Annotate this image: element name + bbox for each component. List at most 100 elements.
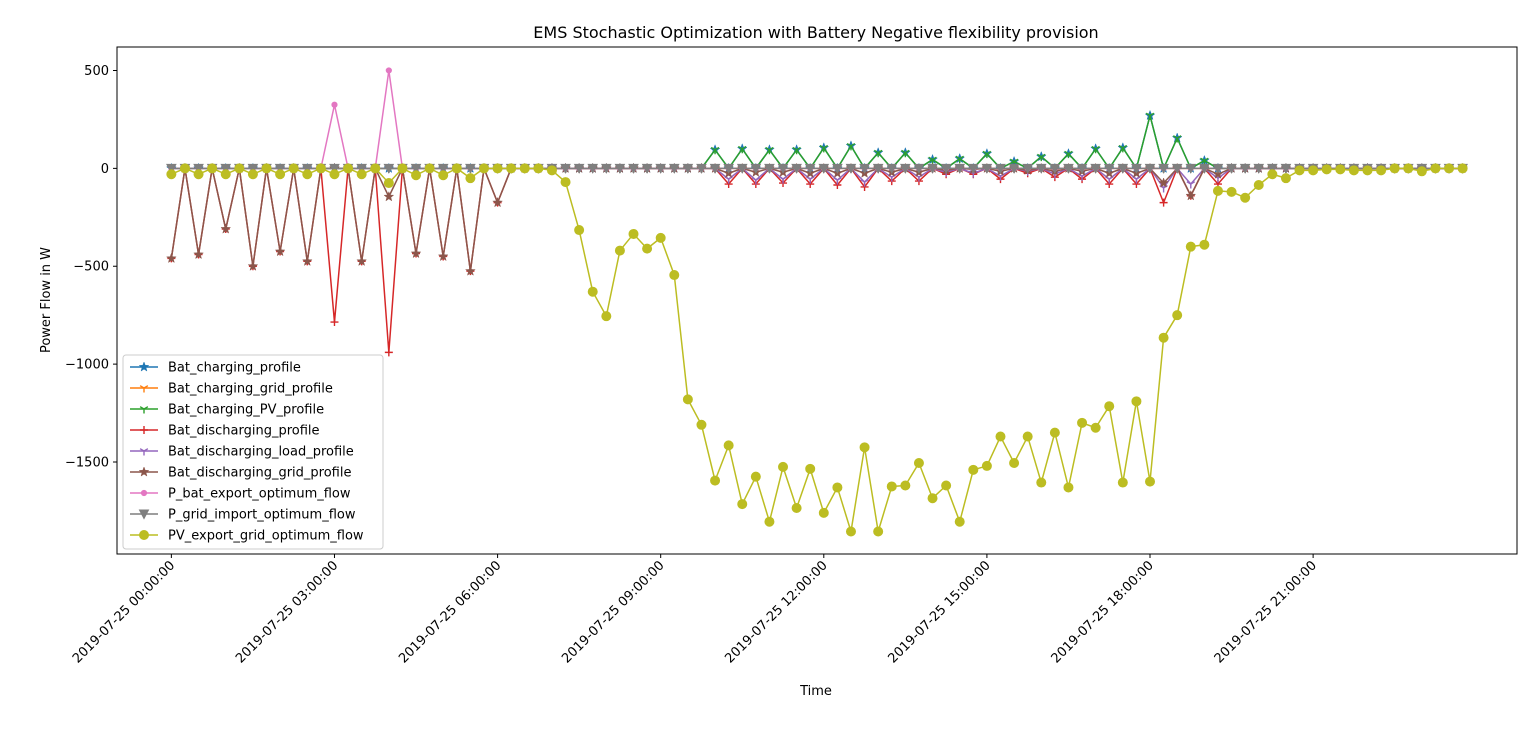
data-point [669, 270, 680, 281]
data-point [1444, 163, 1455, 174]
data-point [465, 173, 476, 184]
data-point [1118, 144, 1128, 153]
data-point [750, 163, 762, 174]
data-point [641, 163, 653, 174]
data-point [165, 252, 177, 264]
data-point [1090, 422, 1101, 433]
data-point [533, 163, 544, 174]
data-point [819, 144, 829, 153]
data-point [234, 163, 245, 174]
data-point [1090, 163, 1101, 174]
data-point [668, 163, 680, 174]
legend-entry: Bat_discharging_grid_profile [130, 466, 351, 481]
data-point [792, 146, 801, 155]
data-point [1280, 173, 1291, 184]
data-point [179, 163, 190, 174]
legend-entry: Bat_charging_profile [130, 361, 301, 376]
data-point [356, 163, 367, 174]
data-point [981, 460, 992, 471]
x-tick-label: 2019-07-25 09:00:00 [559, 558, 667, 666]
data-point [1037, 153, 1046, 162]
chart-title: EMS Stochastic Optimization with Battery… [533, 23, 1098, 42]
data-point [655, 232, 666, 243]
data-point [1158, 332, 1169, 343]
data-point [437, 163, 449, 174]
data-point [709, 163, 721, 174]
data-point [628, 228, 639, 239]
data-point [437, 250, 449, 262]
data-point [1185, 241, 1196, 252]
data-point [1036, 477, 1047, 488]
data-point [967, 163, 979, 174]
legend-label: Bat_discharging_load_profile [168, 445, 354, 460]
legend-label: Bat_charging_PV_profile [168, 403, 324, 418]
data-point [1226, 186, 1237, 197]
data-point [587, 163, 599, 174]
data-point [519, 163, 530, 174]
data-point [860, 179, 869, 187]
data-point [1103, 163, 1115, 174]
data-point [737, 145, 747, 154]
data-point [1199, 163, 1210, 174]
data-point [1430, 163, 1441, 174]
x-tick-label: 2019-07-25 12:00:00 [722, 558, 830, 666]
y-tick-label: 500 [84, 64, 109, 79]
data-point [506, 163, 517, 174]
data-point [1022, 163, 1034, 174]
legend-label: Bat_discharging_profile [168, 424, 320, 439]
data-point [1253, 180, 1264, 191]
data-point [1049, 163, 1061, 174]
data-point [370, 163, 381, 174]
data-point [600, 163, 612, 174]
data-point [765, 146, 774, 155]
data-point [805, 463, 816, 474]
data-point [737, 499, 748, 510]
data-point [954, 516, 965, 527]
data-point [1159, 198, 1168, 207]
data-point [914, 174, 924, 182]
data-point [560, 177, 571, 188]
data-point [220, 223, 232, 234]
data-point [778, 176, 788, 184]
legend-entry: Bat_charging_PV_profile [130, 403, 324, 418]
data-point [1049, 427, 1060, 438]
data-point [1077, 173, 1087, 181]
data-point [968, 464, 979, 475]
data-point [1212, 163, 1224, 174]
data-point [1185, 163, 1197, 174]
data-point [1212, 185, 1223, 196]
series-line [170, 167, 1463, 272]
data-point [1077, 417, 1088, 428]
data-point [995, 431, 1006, 442]
data-point [601, 311, 612, 322]
x-tick-label: 2019-07-25 03:00:00 [233, 558, 341, 666]
data-point [710, 475, 721, 486]
data-point [614, 245, 625, 256]
data-point [410, 247, 422, 259]
data-point [927, 493, 938, 504]
data-point [901, 149, 910, 158]
data-point [1064, 150, 1073, 159]
legend-marker [140, 489, 148, 497]
legend-marker [138, 509, 150, 520]
data-point [804, 163, 816, 174]
data-point [696, 163, 707, 174]
data-point [1185, 190, 1197, 201]
x-tick-label: 2019-07-25 21:00:00 [1212, 558, 1320, 666]
data-point [995, 163, 1006, 174]
legend-entry: Bat_discharging_profile [130, 424, 320, 439]
data-point [166, 169, 177, 180]
data-point [859, 163, 870, 174]
legend-label: P_bat_export_optimum_flow [168, 487, 351, 502]
x-tick-label: 2019-07-25 06:00:00 [396, 558, 504, 666]
data-point [628, 163, 639, 174]
data-point [1104, 176, 1114, 184]
data-point [288, 163, 299, 174]
data-point [1226, 163, 1237, 174]
data-point [1335, 164, 1346, 175]
data-point [777, 163, 789, 174]
data-point [1132, 176, 1141, 184]
data-point [845, 526, 856, 537]
y-tick-label: −1500 [65, 455, 109, 470]
data-point [1022, 431, 1033, 442]
